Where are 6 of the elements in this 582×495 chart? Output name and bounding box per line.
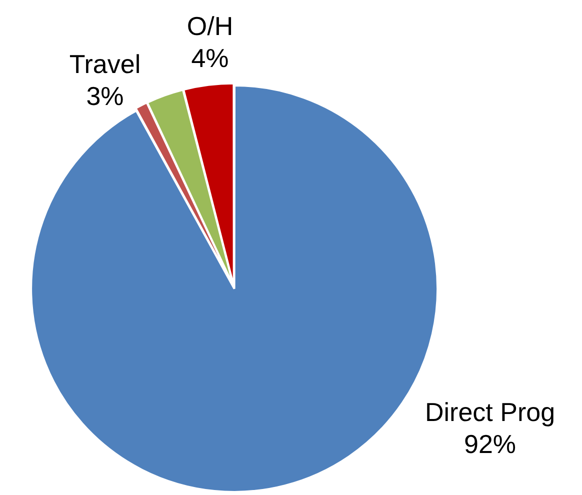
- slice-label: Travel: [69, 49, 141, 80]
- data-label: 3%: [86, 81, 124, 112]
- data-label: 4%: [191, 43, 229, 74]
- slice-label: O/H: [186, 11, 234, 42]
- slice-label: Direct Prog: [424, 397, 556, 428]
- data-label: 92%: [464, 429, 516, 460]
